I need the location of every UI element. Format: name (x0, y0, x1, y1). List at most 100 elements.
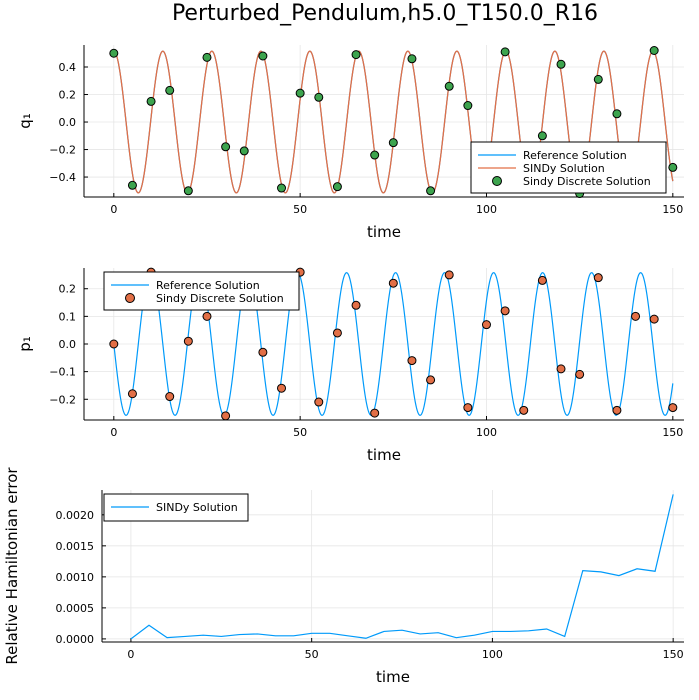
data-point (407, 54, 417, 64)
y-tick-label: 0.2 (59, 283, 77, 296)
data-point (500, 47, 510, 57)
legend-entry-label: Reference Solution (523, 149, 627, 162)
data-point (370, 408, 380, 418)
data-point (481, 320, 491, 330)
y-axis-label: p₁ (16, 336, 34, 352)
data-point (556, 364, 566, 374)
data-point (388, 138, 398, 148)
data-point (426, 375, 436, 385)
x-axis-label: time (376, 668, 410, 686)
data-point (258, 51, 268, 61)
y-axis-label: Relative Hamiltonian error (3, 467, 21, 665)
y-tick-label: 0.1 (59, 310, 77, 323)
data-point (556, 59, 566, 69)
data-point (668, 162, 678, 172)
data-point (127, 180, 137, 190)
y-tick-label: 0.0000 (56, 633, 95, 646)
legend-entry-label: Sindy Discrete Solution (156, 292, 284, 305)
y-tick-label: 0.0020 (56, 509, 95, 522)
figure-title: Perturbed_Pendulum,h5.0_T150.0_R16 (172, 1, 598, 26)
data-point (631, 311, 641, 321)
panel-p1: 0 50 100 150 −0.2 −0.1 0.0 0.1 0.2 time p₁ Referenc… (16, 267, 684, 464)
x-axis-label: time (367, 223, 401, 241)
x-tick-label: 100 (476, 203, 497, 216)
data-point (295, 88, 305, 98)
data-point (165, 85, 175, 95)
legend-entry-label: SINDy Solution (523, 162, 605, 175)
data-point (668, 403, 678, 413)
legend-entry-label: Reference Solution (156, 279, 260, 292)
data-point (332, 328, 342, 338)
y-tick-label: 0.0 (59, 116, 77, 129)
data-point (370, 150, 380, 160)
y-tick-label: 0.0010 (56, 571, 95, 584)
data-point (183, 186, 193, 196)
data-point (277, 183, 287, 193)
panel-hamiltonian-error: 0 50 100 150 0.0000 0.0005 0.0010 0.0015 0.0020 t… (3, 467, 684, 686)
series-line-sindy-solution (130, 494, 674, 640)
data-point (407, 356, 417, 366)
data-point (593, 273, 603, 283)
data-point (463, 403, 473, 413)
x-tick-label: 100 (482, 648, 503, 661)
data-point (239, 146, 249, 156)
x-tick-label: 100 (476, 426, 497, 439)
data-point (500, 306, 510, 316)
data-point (388, 278, 398, 288)
x-tick-label: 0 (127, 648, 134, 661)
data-point (332, 182, 342, 192)
data-point (444, 81, 454, 91)
data-point (314, 397, 324, 407)
legend-box (103, 271, 300, 311)
data-point (351, 300, 361, 310)
panel-q1: 0 50 100 150 −0.4 −0.2 0.0 0.2 0.4 time q₁ Referenc… (16, 45, 684, 241)
data-point (109, 48, 119, 58)
data-point (165, 392, 175, 402)
data-point (537, 275, 547, 285)
data-point (127, 389, 137, 399)
data-point (258, 347, 268, 357)
y-axis-label: q₁ (16, 113, 34, 129)
x-axis-label: time (367, 446, 401, 464)
x-tick-label: 150 (662, 426, 683, 439)
data-point (146, 96, 156, 106)
data-point (426, 186, 436, 196)
y-tick-label: 0.4 (59, 61, 77, 74)
x-tick-label: 50 (293, 426, 307, 439)
x-tick-label: 150 (663, 648, 684, 661)
data-point (444, 270, 454, 280)
x-tick-label: 0 (110, 203, 117, 216)
data-point (277, 383, 287, 393)
data-point (593, 74, 603, 84)
plot-area (130, 494, 674, 640)
data-point (649, 46, 659, 56)
data-point (537, 131, 547, 141)
data-point (649, 314, 659, 324)
y-tick-label: −0.4 (49, 171, 76, 184)
x-tick-label: 0 (110, 426, 117, 439)
data-point (575, 369, 585, 379)
data-point (463, 101, 473, 111)
data-point (183, 336, 193, 346)
data-point (221, 142, 231, 152)
data-point (221, 411, 231, 421)
data-point (612, 109, 622, 119)
x-tick-label: 150 (662, 203, 683, 216)
y-tick-label: 0.2 (59, 89, 77, 102)
legend-swatch-marker (492, 176, 502, 186)
y-tick-label: −0.2 (49, 393, 76, 406)
data-point (202, 52, 212, 62)
data-point (612, 405, 622, 415)
data-point (314, 92, 324, 102)
x-tick-label: 50 (305, 648, 319, 661)
y-tick-label: −0.2 (49, 144, 76, 157)
legend-swatch-marker (125, 293, 135, 303)
y-tick-label: 0.0005 (56, 602, 95, 615)
data-point (519, 405, 529, 415)
y-tick-label: 0.0015 (56, 540, 95, 553)
data-point (351, 50, 361, 60)
y-tick-label: −0.1 (49, 366, 76, 379)
